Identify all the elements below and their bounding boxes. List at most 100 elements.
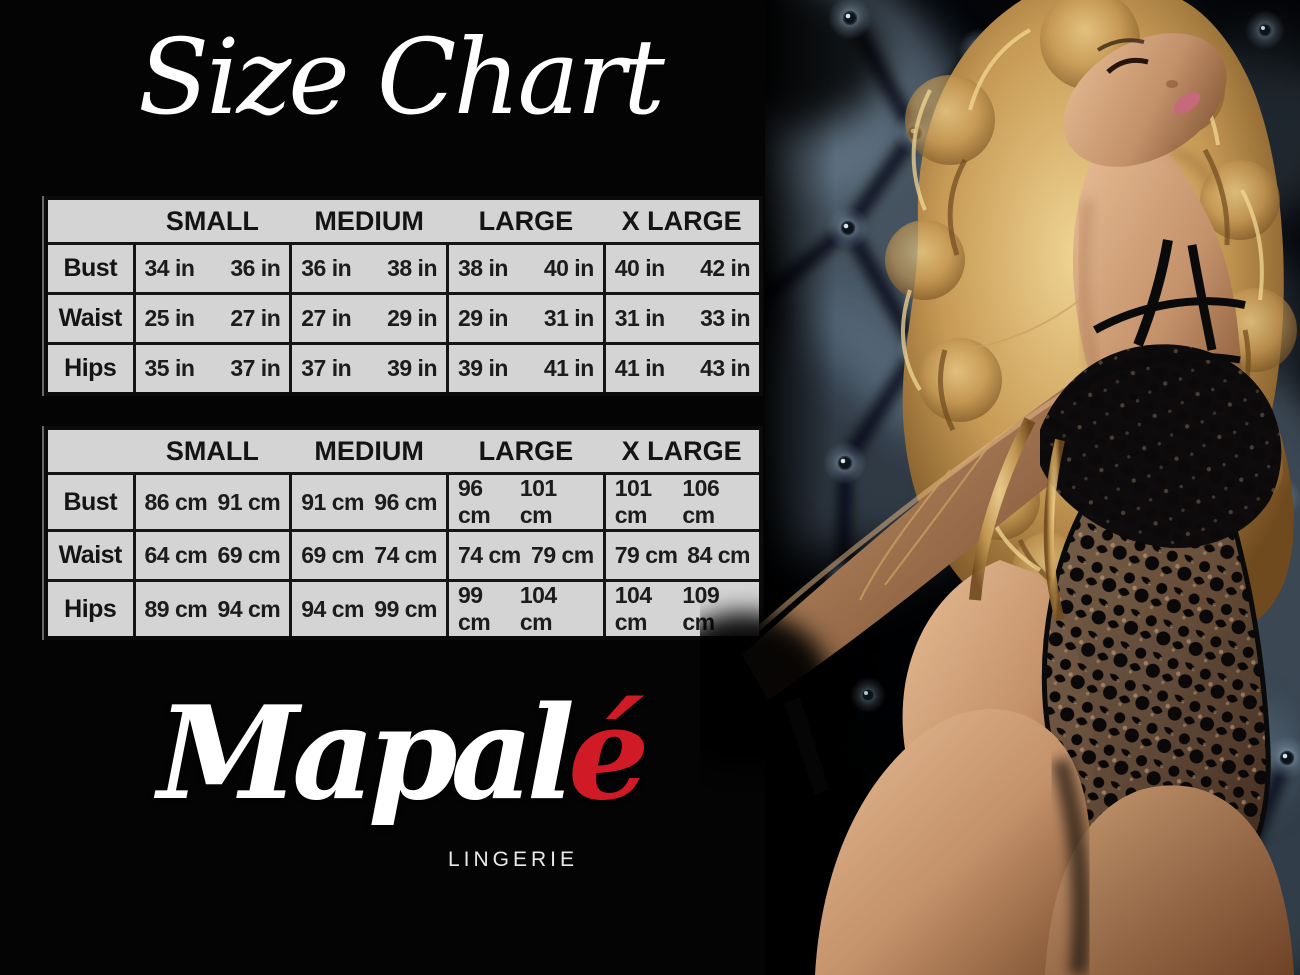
size-header-cell: X LARGE xyxy=(604,198,761,245)
measurement-value: 37 in xyxy=(230,355,281,381)
size-header-cell: LARGE xyxy=(447,198,605,245)
measurement-value: 64 cm xyxy=(144,542,208,568)
measurement-value: 84 cm xyxy=(687,542,750,568)
row-label-cell: Waist xyxy=(44,529,136,582)
measurement-value: 36 in xyxy=(230,255,281,281)
measurement-value: 42 in xyxy=(700,255,750,281)
measurement-value: 29 in xyxy=(387,305,437,331)
measurement-value: 91 cm xyxy=(217,488,281,515)
measurement-value: 39 in xyxy=(458,355,508,381)
lips xyxy=(1173,92,1201,114)
measurement-value: 31 in xyxy=(543,305,594,331)
measurement-value: 41 in xyxy=(543,355,594,381)
closed-eye-lashes xyxy=(1106,57,1149,74)
measurement-cell: 79 cm 84 cm xyxy=(602,529,763,582)
measurement-value: 99 cm xyxy=(458,582,491,635)
measurement-value: 79 cm xyxy=(614,542,678,568)
measurement-cell: 74 cm 79 cm xyxy=(446,529,606,582)
measurement-cell: 35 in 37 in xyxy=(132,342,293,396)
brand-subtitle: LINGERIE xyxy=(447,848,578,871)
measurement-cell: 69 cm 74 cm xyxy=(289,529,449,582)
measurement-value: 29 in xyxy=(458,305,508,331)
measurement-value: 106 cm xyxy=(682,475,720,528)
measurement-cell: 31 in 33 in xyxy=(602,292,763,345)
measurement-value: 36 in xyxy=(301,255,352,281)
brand-logo: Mapalé xyxy=(28,684,772,825)
measurement-value: 25 in xyxy=(144,305,195,331)
measurement-value: 89 cm xyxy=(144,595,208,622)
table-row: Bust 86 cm 91 cm 91 cm 96 cm 96 cm 101 cm 101 c… xyxy=(44,472,763,532)
measurement-value: 96 cm xyxy=(458,475,491,528)
size-header-cell: LARGE xyxy=(447,428,605,475)
measurement-value: 27 in xyxy=(301,305,352,331)
row-label-cell: Hips xyxy=(44,579,136,640)
row-label-cell: Hips xyxy=(44,342,136,396)
size-header-cell: SMALL xyxy=(134,198,291,245)
row-label-cell: Bust xyxy=(44,242,136,295)
measurement-value: 79 cm xyxy=(531,542,594,568)
lace-bodysuit xyxy=(784,239,1282,895)
measurement-value: 40 in xyxy=(543,255,594,281)
centimeters-size-table-grid: SMALL MEDIUM LARGE X LARGE Bust 86 cm 91 cm 91 … xyxy=(44,426,763,640)
measurement-value: 69 cm xyxy=(301,542,364,568)
row-label-cell: Bust xyxy=(44,472,136,532)
measurement-value: 94 cm xyxy=(217,595,281,622)
measurement-value: 86 cm xyxy=(144,488,208,515)
table-row: Hips 89 cm 94 cm 94 cm 99 cm 99 cm 104 cm 104 c… xyxy=(44,579,763,640)
size-header-cell: MEDIUM xyxy=(290,198,448,245)
measurement-cell: 40 in 42 in xyxy=(602,242,763,295)
measurement-cell: 38 in 40 in xyxy=(446,242,606,295)
measurement-value: 101 cm xyxy=(519,475,557,528)
header-corner-cell xyxy=(46,198,134,245)
centimeters-size-table: SMALL MEDIUM LARGE X LARGE Bust 86 cm 91 cm 91 … xyxy=(44,426,763,640)
measurement-value: 38 in xyxy=(458,255,508,281)
measurement-cell: 99 cm 104 cm xyxy=(446,579,606,640)
measurement-value: 104 cm xyxy=(614,582,652,635)
eyebrow xyxy=(1096,38,1145,52)
measurement-value: 96 cm xyxy=(374,488,437,515)
measurement-value: 74 cm xyxy=(458,542,521,568)
row-label-cell: Waist xyxy=(44,292,136,345)
table-row: Bust 34 in 36 in 36 in 38 in 38 in 40 in 40 in 4… xyxy=(44,242,763,295)
measurement-cell: 37 in 39 in xyxy=(289,342,449,396)
measurement-value: 43 in xyxy=(700,355,750,381)
measurement-cell: 36 in 38 in xyxy=(289,242,449,295)
nose-shadow xyxy=(1166,80,1178,88)
table-row: Waist 25 in 27 in 27 in 29 in 29 in 31 in 31 in… xyxy=(44,292,763,345)
measurement-cell: 39 in 41 in xyxy=(446,342,606,396)
header-corner-cell xyxy=(46,428,134,475)
measurement-cell: 96 cm 101 cm xyxy=(446,472,606,532)
measurement-value: 35 in xyxy=(144,355,195,381)
inches-size-table: SMALL MEDIUM LARGE X LARGE Bust 34 in 36 in 36 … xyxy=(44,196,763,396)
measurement-value: 37 in xyxy=(301,355,352,381)
measurement-value: 109 cm xyxy=(682,582,720,635)
measurement-cell: 64 cm 69 cm xyxy=(132,529,293,582)
measurement-cell: 27 in 29 in xyxy=(289,292,449,345)
model-figure xyxy=(700,0,1297,975)
measurement-value: 39 in xyxy=(387,355,437,381)
inches-size-table-grid: SMALL MEDIUM LARGE X LARGE Bust 34 in 36 in 36 … xyxy=(44,196,763,396)
measurement-value: 104 cm xyxy=(519,582,557,635)
measurement-value: 69 cm xyxy=(217,542,281,568)
measurement-value: 40 in xyxy=(614,255,665,281)
measurement-cell: 101 cm 106 cm xyxy=(602,472,763,532)
measurement-value: 99 cm xyxy=(374,595,437,622)
measurement-value: 33 in xyxy=(700,305,750,331)
measurement-cell: 34 in 36 in xyxy=(132,242,293,295)
size-header-cell: SMALL xyxy=(134,428,291,475)
table-row: Waist 64 cm 69 cm 69 cm 74 cm 74 cm 79 cm 79 cm… xyxy=(44,529,763,582)
measurement-value: 27 in xyxy=(230,305,281,331)
measurement-value: 38 in xyxy=(387,255,437,281)
brand-logo-main: Mapal xyxy=(157,679,575,829)
page-title: Size Chart xyxy=(138,16,665,138)
measurement-value: 91 cm xyxy=(301,488,364,515)
measurement-cell: 41 in 43 in xyxy=(602,342,763,396)
measurement-cell: 86 cm 91 cm xyxy=(132,472,293,532)
table-row: Hips 35 in 37 in 37 in 39 in 39 in 41 in 41 in 4… xyxy=(44,342,763,396)
measurement-value: 41 in xyxy=(614,355,665,381)
measurement-cell: 94 cm 99 cm xyxy=(289,579,449,640)
size-header-cell: MEDIUM xyxy=(290,428,448,475)
size-header-cell: X LARGE xyxy=(604,428,761,475)
measurement-value: 74 cm xyxy=(374,542,437,568)
